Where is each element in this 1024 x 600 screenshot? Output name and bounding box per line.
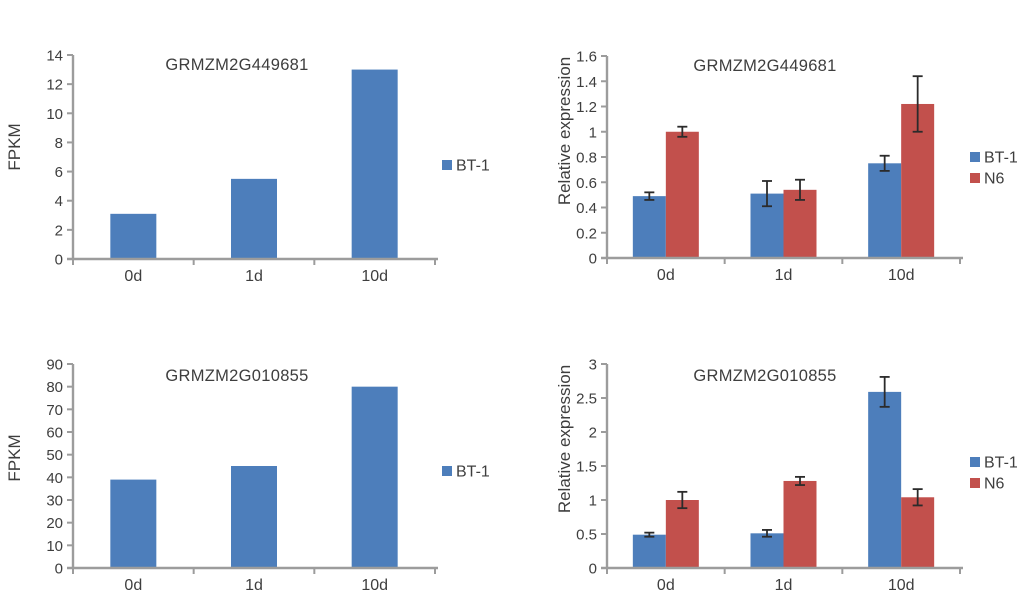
bar-N6-0d <box>665 500 699 568</box>
bar-N6-10d <box>901 497 935 568</box>
y-tick-label: 0 <box>589 251 597 268</box>
y-tick-label: 50 <box>46 447 63 464</box>
legend-label-N6: N6 <box>984 171 1005 188</box>
x-category-label: 1d <box>775 267 793 284</box>
chart-title: GRMZM2G449681 <box>165 56 308 74</box>
y-axis-label: Relative expression <box>555 365 574 513</box>
legend-swatch-BT-1 <box>970 457 980 467</box>
x-category-label: 10d <box>361 268 388 285</box>
legend-label-BT-1: BT-1 <box>456 464 490 481</box>
x-category-label: 0d <box>124 268 142 285</box>
x-category-label: 0d <box>657 267 675 284</box>
bar-BT-1-0d <box>632 196 666 258</box>
y-tick-label: 0 <box>589 561 597 578</box>
y-tick-label: 6 <box>55 164 63 181</box>
y-tick-label: 10 <box>46 538 63 555</box>
y-tick-label: 40 <box>46 470 63 487</box>
bar-BT-1-0d <box>110 213 157 259</box>
y-tick-label: 1.5 <box>576 459 597 476</box>
legend-swatch-N6 <box>970 478 980 488</box>
bar-BT-1-1d <box>231 178 277 259</box>
y-tick-label: 0.5 <box>576 527 597 544</box>
x-category-label: 10d <box>888 267 915 284</box>
y-tick-label: 8 <box>55 135 63 152</box>
legend-label-BT-1: BT-1 <box>984 455 1018 472</box>
y-tick-label: 1 <box>589 493 597 510</box>
bar-BT-1-10d <box>868 391 902 568</box>
x-category-label: 1d <box>775 577 793 594</box>
y-tick-label: 0.4 <box>576 200 597 217</box>
y-tick-label: 80 <box>46 379 63 396</box>
chart-fpkm-grmzm2g010855: 0 10 20 30 40 50 60 70 80 90 0d 1d 10d GRMZM2G010855 F… <box>5 357 490 595</box>
y-axis-label: FPKM <box>5 434 24 481</box>
y-tick-label: 0.2 <box>576 225 597 242</box>
y-axis-label: Relative expression <box>555 57 574 205</box>
y-tick-label: 60 <box>46 425 63 442</box>
chart-title: GRMZM2G010855 <box>165 367 308 385</box>
bar-BT-1-10d <box>351 386 398 568</box>
y-tick-label: 1.4 <box>576 74 597 91</box>
y-axis-label: FPKM <box>5 123 24 170</box>
y-tick-label: 20 <box>46 515 63 532</box>
y-tick-label: 1.2 <box>576 99 597 116</box>
bar-BT-1-10d <box>868 163 902 258</box>
legend-swatch-BT-1 <box>970 152 980 162</box>
bar-N6-1d <box>783 480 817 568</box>
legend-swatch-BT-1 <box>442 160 452 170</box>
y-tick-label: 30 <box>46 493 63 510</box>
x-category-label: 10d <box>361 577 388 594</box>
y-tick-label: 0.8 <box>576 150 597 167</box>
chart-fpkm-grmzm2g449681: 0 2 4 6 8 10 12 14 0d 1d 10d GRMZM2G449681 FPKM BT-1 <box>5 48 490 286</box>
y-tick-label: 12 <box>46 77 63 94</box>
y-tick-label: 2.5 <box>576 391 597 408</box>
legend-swatch-N6 <box>970 173 980 183</box>
legend-label-N6: N6 <box>984 476 1005 493</box>
y-tick-label: 0 <box>55 561 63 578</box>
y-tick-label: 1.6 <box>576 49 597 66</box>
legend-label-BT-1: BT-1 <box>456 158 490 175</box>
y-tick-label: 2 <box>589 425 597 442</box>
y-tick-label: 14 <box>46 48 63 65</box>
bar-BT-1-1d <box>750 533 784 568</box>
legend-swatch-BT-1 <box>442 466 452 476</box>
bar-BT-1-10d <box>351 69 398 259</box>
bar-BT-1-1d <box>231 466 277 568</box>
x-category-label: 0d <box>124 577 142 594</box>
y-tick-label: 0 <box>55 252 63 269</box>
x-category-label: 1d <box>245 268 263 285</box>
y-tick-label: 4 <box>55 193 63 210</box>
y-tick-label: 0.6 <box>576 175 597 192</box>
bar-N6-0d <box>665 131 699 258</box>
chart-relative-expression-grmzm2g449681: 0 0.2 0.4 0.6 0.8 1 1.2 1.4 1.6 0d 1d 10d GRMZM2G449… <box>555 49 1018 285</box>
x-category-label: 10d <box>888 577 915 594</box>
bar-N6-1d <box>783 189 817 258</box>
legend-label-BT-1: BT-1 <box>984 150 1018 167</box>
y-tick-label: 1 <box>589 124 597 141</box>
y-tick-label: 90 <box>46 357 63 374</box>
y-tick-label: 10 <box>46 106 63 123</box>
y-tick-label: 3 <box>589 357 597 374</box>
bar-BT-1-0d <box>110 479 157 568</box>
y-tick-label: 70 <box>46 402 63 419</box>
chart-relative-expression-grmzm2g010855: 0 0.5 1 1.5 2 2.5 3 0d 1d 10d GRMZM2G010855 Relativ… <box>555 357 1018 595</box>
x-category-label: 1d <box>245 577 263 594</box>
y-tick-label: 2 <box>55 222 63 239</box>
bar-BT-1-0d <box>632 534 666 568</box>
chart-title: GRMZM2G449681 <box>693 57 836 75</box>
chart-title: GRMZM2G010855 <box>693 367 836 385</box>
x-category-label: 0d <box>657 577 675 594</box>
